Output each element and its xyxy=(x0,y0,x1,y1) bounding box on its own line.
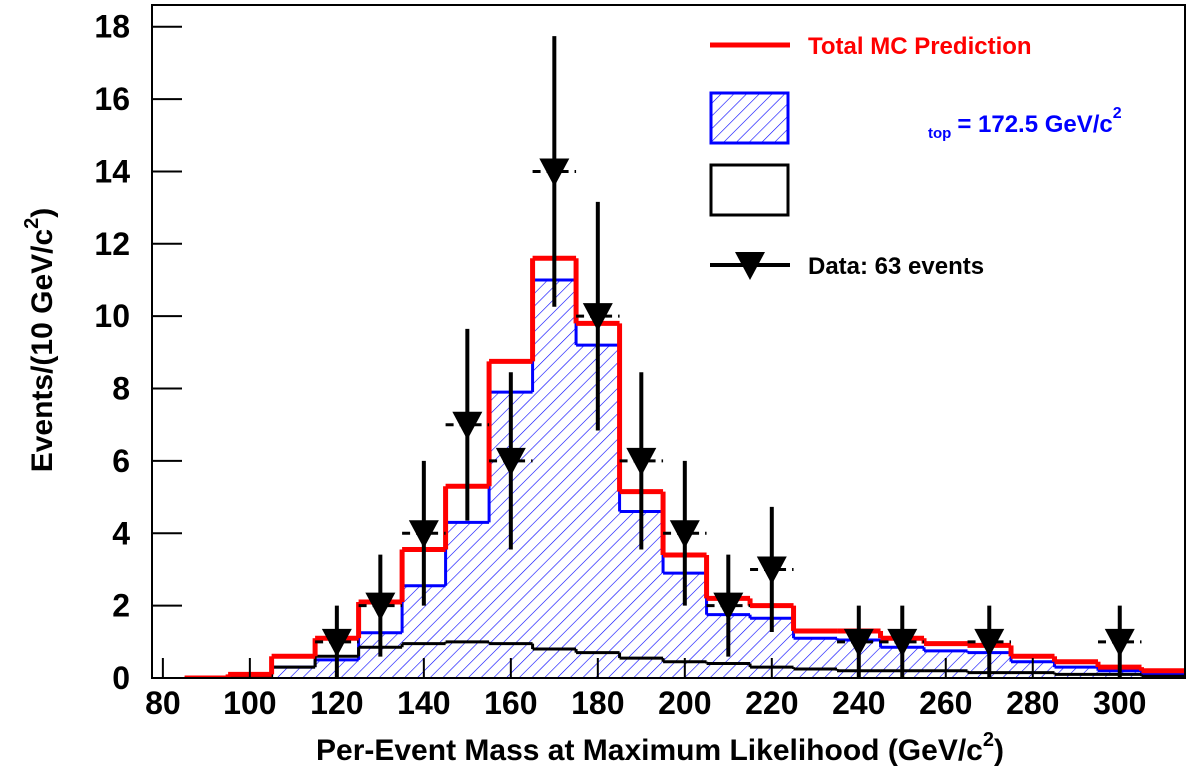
x-tick-label: 200 xyxy=(658,685,711,721)
data-marker xyxy=(582,303,613,332)
x-tick-label: 100 xyxy=(223,685,276,721)
hatched-bin xyxy=(271,667,316,678)
data-marker xyxy=(495,447,526,476)
y-tick-label: 2 xyxy=(112,588,130,624)
y-tick-label: 16 xyxy=(94,81,130,117)
x-tick-label: 260 xyxy=(919,685,972,721)
data-marker xyxy=(843,628,874,657)
y-tick-label: 12 xyxy=(94,226,130,262)
y-tick-label: 0 xyxy=(112,660,130,696)
data-marker xyxy=(408,520,439,549)
data-marker xyxy=(452,411,483,440)
hatched-bin xyxy=(1054,667,1099,678)
legend-sub: top xyxy=(928,125,951,142)
y-axis-title: Events/(10 GeV/c2) xyxy=(21,208,59,473)
hatched-bin xyxy=(445,522,490,678)
y-tick-label: 6 xyxy=(112,443,130,479)
plot-frame xyxy=(151,4,1186,679)
x-tick-label: 220 xyxy=(745,685,798,721)
data-marker xyxy=(365,592,396,621)
x-title-main: Per-Event Mass at Maximum Likelihood (Ge… xyxy=(316,734,983,767)
x-tick-label: 140 xyxy=(397,685,450,721)
data-marker xyxy=(626,447,657,476)
legend-label: Total MC Prediction xyxy=(808,33,1032,60)
data-marker xyxy=(887,628,918,657)
x-tick-label: 300 xyxy=(1093,685,1146,721)
x-tick-label: 180 xyxy=(571,685,624,721)
hatched-bin xyxy=(793,638,838,678)
y-title-sup: 2 xyxy=(21,218,43,229)
legend-sup: 2 xyxy=(1113,105,1122,122)
legend-box xyxy=(709,91,790,145)
x-tick-label: 240 xyxy=(832,685,885,721)
data-marker xyxy=(1104,628,1135,657)
x-title-end: ) xyxy=(994,734,1004,767)
y-title-end: ) xyxy=(26,208,59,218)
x-title-sup: 2 xyxy=(983,729,994,751)
x-axis-title: Per-Event Mass at Maximum Likelihood (Ge… xyxy=(316,729,1004,767)
x-tick-label: 120 xyxy=(310,685,363,721)
data-marker xyxy=(539,158,570,187)
data-marker xyxy=(713,592,744,621)
x-tick-label: 80 xyxy=(145,685,181,721)
y-tick-label: 10 xyxy=(94,298,130,334)
legend-label: Data: 63 events xyxy=(808,253,984,280)
y-tick-label: 14 xyxy=(94,153,130,189)
data-marker xyxy=(321,628,352,657)
y-tick-label: 8 xyxy=(112,371,130,407)
y-tick-label: 18 xyxy=(94,9,130,45)
x-tick-label: 160 xyxy=(484,685,537,721)
data-marker xyxy=(669,520,700,549)
legend: Total MC Prediction top = 172.5 GeV/c2 Data… xyxy=(709,33,1122,280)
data-marker xyxy=(974,628,1005,657)
y-title-main: Events/(10 GeV/c xyxy=(26,229,59,472)
legend-main: = 172.5 GeV/c xyxy=(957,111,1112,138)
legend-box xyxy=(709,163,790,217)
x-tick-label: 280 xyxy=(1006,685,1059,721)
legend-label: top = 172.5 GeV/c2 xyxy=(928,105,1122,142)
legend-data-marker xyxy=(735,252,765,280)
data-marker xyxy=(756,556,787,585)
y-tick-label: 4 xyxy=(112,515,130,551)
hatched-bin xyxy=(532,279,577,678)
